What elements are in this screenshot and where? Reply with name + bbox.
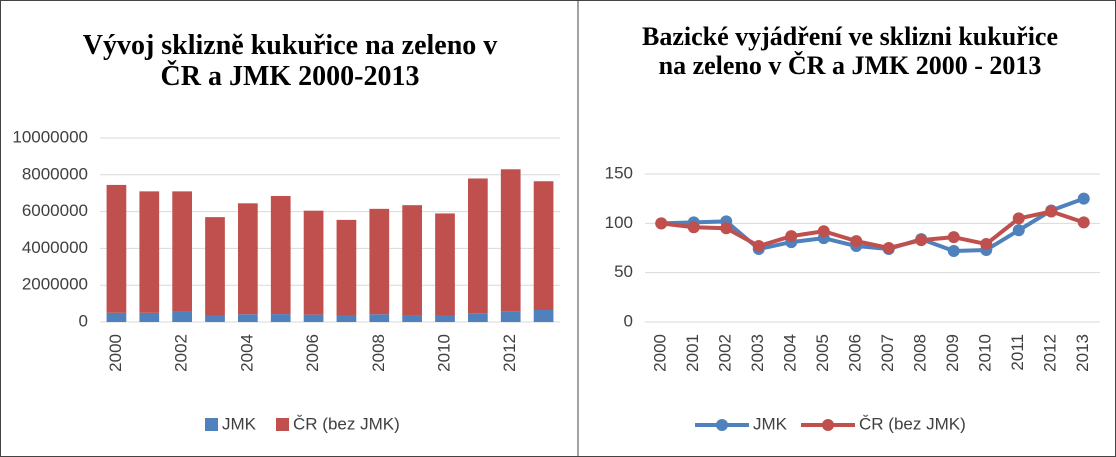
bar	[533, 310, 554, 322]
x-tick-label: 2009	[943, 334, 962, 372]
y-tick-label: 0	[624, 311, 633, 330]
point	[1012, 224, 1025, 237]
point	[1077, 192, 1090, 205]
x-tick-label: 2002	[716, 334, 735, 372]
x-tick-label: 2010	[434, 334, 453, 372]
y-tick-label: 150	[605, 163, 633, 182]
chart-title: Bazické vyjádření ve sklizni kukuřice na…	[642, 22, 1058, 81]
x-tick-label: 2000	[106, 334, 125, 372]
point	[882, 242, 895, 254]
x-tick-label: 2004	[781, 334, 800, 372]
x-tick-label: 2013	[1073, 334, 1092, 372]
y-tick-label: 0	[79, 311, 88, 330]
x-tick-label: 2000	[651, 334, 670, 372]
bar	[172, 191, 192, 312]
bar	[139, 191, 160, 313]
point	[752, 240, 765, 253]
point	[720, 222, 733, 235]
bar	[468, 178, 488, 314]
bar	[336, 219, 357, 316]
legend-label: ČR (bez JMK)	[293, 414, 400, 433]
bar	[303, 314, 324, 322]
point	[947, 231, 960, 244]
point	[1045, 205, 1058, 218]
x-tick-label: 2008	[911, 334, 930, 372]
x-tick-label: 2006	[846, 334, 865, 372]
x-tick-label: 2004	[237, 334, 256, 372]
point	[1077, 216, 1090, 229]
legend-label: JMK	[222, 414, 257, 433]
bar	[139, 312, 160, 322]
bar	[270, 195, 291, 315]
bar	[435, 213, 455, 316]
x-tick-label: 2010	[976, 334, 995, 372]
bar	[303, 210, 324, 315]
point	[947, 244, 960, 257]
x-tick-label: 2003	[748, 334, 767, 372]
point	[687, 221, 700, 234]
y-tick-label: 6000000	[22, 201, 88, 220]
bar	[500, 169, 521, 312]
x-tick-label: 2007	[878, 334, 897, 372]
x-tick-label: 2001	[683, 334, 702, 372]
point	[655, 217, 668, 230]
bar	[270, 314, 291, 322]
y-tick-label: 2000000	[22, 275, 88, 294]
legend-swatch	[716, 419, 728, 431]
y-tick-label: 8000000	[22, 164, 88, 183]
bar	[468, 313, 488, 322]
point	[850, 235, 863, 248]
bar	[205, 217, 225, 316]
point	[915, 234, 928, 247]
bar	[238, 314, 258, 322]
legend-label: ČR (bez JMK)	[859, 414, 966, 433]
legend-swatch	[205, 418, 218, 431]
bar	[435, 315, 455, 322]
y-tick-label: 10000000	[12, 127, 88, 146]
chart-title: Vývoj sklizně kukuřice na zeleno v ČR a …	[82, 30, 498, 93]
y-tick-label: 4000000	[22, 238, 88, 257]
legend-swatch	[276, 418, 289, 431]
bar	[500, 311, 521, 322]
bar	[369, 314, 390, 322]
y-tick-label: 50	[614, 262, 633, 281]
x-tick-label: 2011	[1008, 334, 1027, 371]
x-tick-label: 2012	[1041, 334, 1060, 372]
line	[661, 209, 1085, 250]
bar	[106, 184, 127, 313]
y-tick-label: 100	[605, 213, 633, 232]
bar	[533, 181, 554, 311]
legend-label: JMK	[753, 414, 788, 433]
bar	[369, 208, 390, 315]
x-tick-label: 2005	[813, 334, 832, 372]
x-tick-label: 2006	[303, 334, 322, 372]
point	[980, 238, 993, 251]
bar	[336, 315, 357, 322]
x-tick-label: 2008	[369, 334, 388, 372]
x-tick-label: 2002	[172, 334, 191, 372]
bar	[205, 315, 225, 322]
point	[1012, 212, 1025, 225]
bar	[238, 203, 258, 315]
bar	[172, 311, 192, 322]
bar	[106, 312, 127, 322]
point	[785, 230, 798, 243]
bar	[402, 315, 422, 322]
bar	[402, 205, 422, 316]
x-tick-label: 2012	[500, 334, 519, 372]
legend-swatch	[822, 419, 834, 431]
point	[817, 225, 830, 238]
